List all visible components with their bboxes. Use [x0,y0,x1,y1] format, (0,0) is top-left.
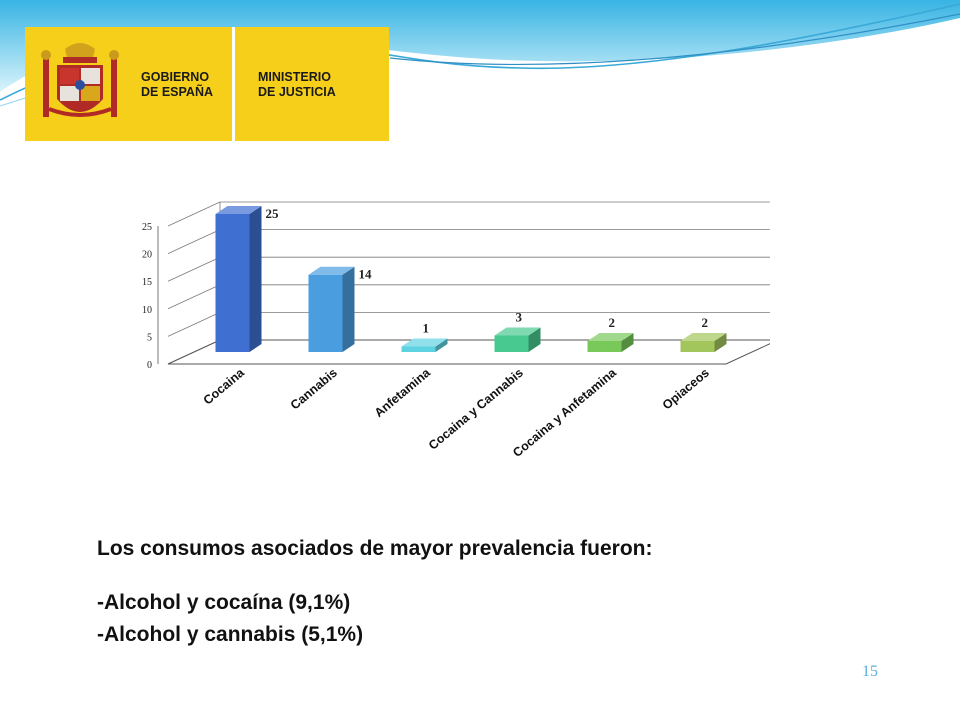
chart-floor [167,339,770,365]
bar-top [215,206,262,214]
data-label: 2 [702,315,709,330]
gridline-side [167,312,221,337]
coat-of-arms-icon [41,43,119,117]
x-tick-label: Cannabis [288,366,340,413]
bar-chart: 0 5 10 15 20 25 25 14 1 3 2 2 Cocaina Cannabis Anfetam… [142,201,770,460]
logo-line-1: GOBIERNO [141,70,210,84]
gridline-side [167,256,221,282]
gridline-side [167,201,221,227]
logo-line-2: DE ESPAÑA [141,84,214,99]
bar-side [435,338,448,352]
y-tick-label: 15 [142,277,152,288]
y-tick-label: 25 [142,222,152,233]
data-label: 1 [423,320,430,335]
summary-item-2: -Alcohol y cannabis (5,1%) [97,623,364,646]
summary-item-1: -Alcohol y cocaína (9,1%) [97,591,351,614]
bar-front [680,340,715,352]
bar-front [215,214,250,352]
x-tick-label: Opiaceos [660,366,712,413]
gridline-side [167,229,221,254]
bar-top [494,327,541,336]
bar-front [494,335,529,352]
summary-heading: Los consumos asociados de mayor prevalen… [97,537,653,560]
bar-side [621,332,634,352]
bar-side [528,327,541,352]
data-label: 2 [609,315,616,330]
gridline-side [167,284,221,310]
data-label: 14 [359,267,373,282]
bar-front [401,346,436,352]
x-tick-label: Cocaina y Anfetamina [510,365,619,460]
bar-top [308,266,355,275]
logo-line-3: MINISTERIO [258,70,331,84]
x-tick-label: Anfetamina [372,365,434,420]
y-tick-label: 20 [142,250,152,261]
bar-top [587,332,634,341]
bar-side [714,332,727,352]
bar-side [249,206,262,352]
logo-ministry-text: MINISTERIO DE JUSTICIA [258,70,336,99]
bar-side [342,266,355,352]
y-tick-label: 0 [147,360,152,371]
bar-top [680,332,727,341]
data-label: 3 [516,309,523,324]
page-number: 15 [862,663,878,680]
bar-front [587,340,622,352]
bar-front [308,274,343,352]
logo-government-text: GOBIERNO DE ESPAÑA [141,70,213,99]
x-tick-label: Cocaina y Cannabis [426,366,526,453]
logo-line-4: DE JUSTICIA [258,84,336,99]
data-label: 25 [266,206,280,221]
y-tick-label: 10 [142,305,152,316]
x-tick-label: Cocaina [201,365,248,408]
bar-top [401,338,448,347]
government-logo: GOBIERNO DE ESPAÑA MINISTERIO DE JUSTICI… [25,27,389,141]
logo-divider [232,27,235,141]
y-tick-label: 5 [147,332,152,343]
